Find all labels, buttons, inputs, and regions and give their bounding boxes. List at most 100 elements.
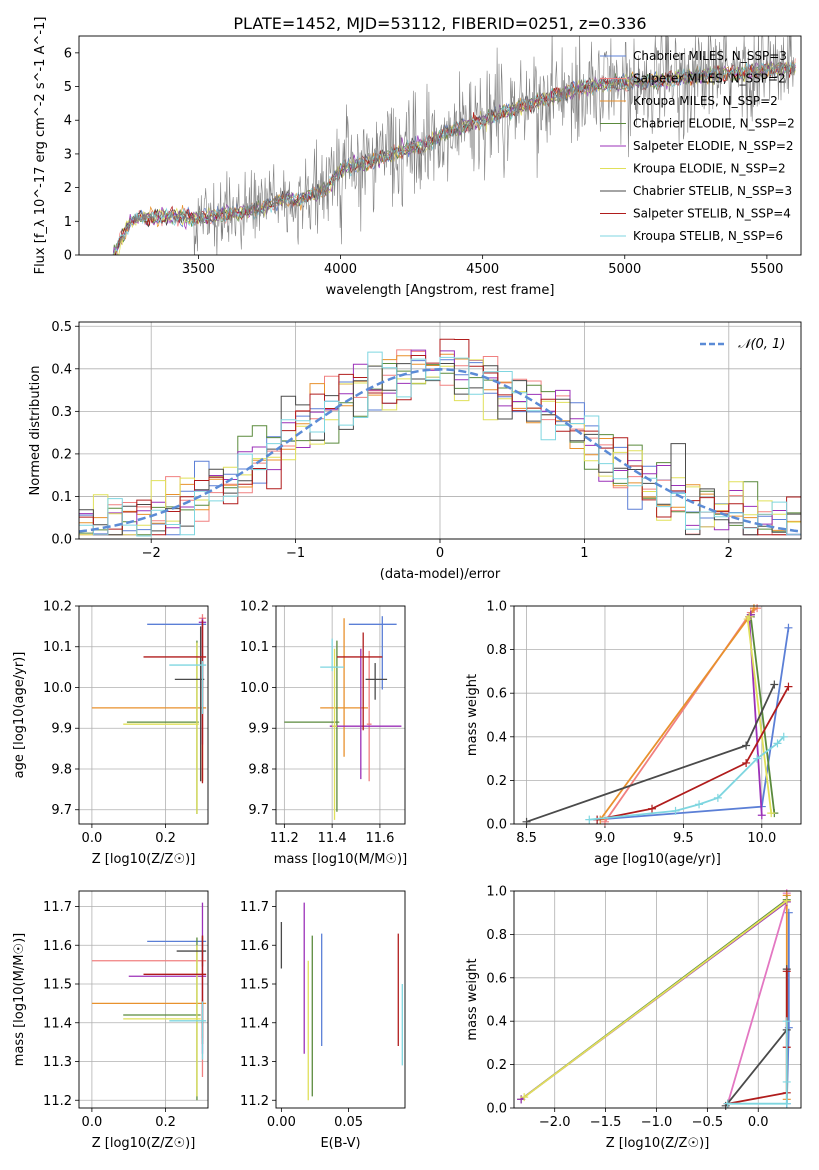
x-tick-label: −0.5 (692, 1115, 724, 1130)
y-tick-label: 9.9 (51, 722, 72, 737)
mass-weight-line (596, 686, 790, 821)
y-tick-label: 0.0 (51, 533, 72, 548)
x-tick-label: 0 (436, 546, 444, 561)
x-tick-label: 0.0 (82, 1115, 103, 1130)
x-tick-label: 8.5 (516, 831, 537, 846)
y-tick-label: 0.4 (486, 730, 507, 745)
panel-residuals: −2 −1 0 1 2 0.0 0.1 0.2 0.3 0.4 0.5 (data-model)/er… (28, 320, 802, 582)
mass-weight-point (757, 811, 766, 820)
x-axis-label: E(B-V) (320, 1136, 360, 1151)
y-tick-label: 0.6 (486, 971, 507, 986)
mass-weight-point (522, 817, 531, 826)
x-tick-label: 11.2 (270, 831, 299, 846)
mass-weight-point (742, 741, 751, 750)
x-tick-label: 10.0 (747, 831, 776, 846)
mass-weight-point (784, 682, 793, 691)
x-axis-label: Z [log10(Z/Z☉)] (92, 1136, 196, 1151)
y-axis-label: Flux [f_λ 10^-17 erg cm^-2 s^-1 A^-1] (33, 17, 48, 275)
y-tick-label: 9.7 (51, 803, 72, 818)
y-tick-label: 0.4 (51, 362, 72, 377)
y-tick-label: 11.4 (240, 1016, 269, 1031)
x-axis-label: Z [log10(Z/Z☉)] (92, 852, 196, 867)
mass-weight-point (779, 732, 788, 741)
y-tick-label: 2 (64, 181, 72, 196)
y-axis-label: mass [log10(M/M☉)] (12, 933, 27, 1066)
y-tick-label: 0.2 (51, 447, 72, 462)
gaussian-reference-line (79, 368, 801, 533)
y-tick-label: 3 (64, 147, 72, 162)
y-tick-label: 11.3 (240, 1055, 269, 1070)
x-tick-label: −1.0 (641, 1115, 673, 1130)
mass-weight-line (604, 607, 758, 823)
mass-weight-point (585, 815, 594, 824)
mass-weight-line (749, 614, 776, 814)
mass-weight-point (648, 804, 657, 813)
x-tick-label: 5000 (608, 262, 641, 277)
mass-weight-point (695, 800, 704, 809)
panel-age_vs_mass: 11.2 11.4 11.6 9.7 9.8 9.9 10.0 10.1 10.2 mass [l… (240, 600, 407, 868)
legend-label: Chabrier STELIB, N_SSP=3 (633, 184, 792, 198)
x-tick-label: 0.05 (334, 1115, 363, 1130)
axes-frame (78, 890, 209, 1109)
panel-mass_vs_ebv: 0.00 0.05 11.2 11.3 11.4 11.5 11.6 11.7 E(B-V) (240, 890, 406, 1151)
x-tick-label: −2.0 (539, 1115, 571, 1130)
mass-weight-point (782, 967, 791, 976)
legend-label: Chabrier ELODIE, N_SSP=2 (633, 117, 795, 131)
axes-frame (275, 890, 406, 1109)
mass-weight-point (784, 623, 793, 632)
y-tick-label: 10.2 (240, 600, 269, 615)
legend-label: 𝒩(0, 1) (738, 337, 785, 352)
legend-label: Chabrier MILES, N_SSP=3 (633, 49, 787, 63)
mass-weight-point (671, 806, 680, 815)
mass-weight-point (713, 793, 722, 802)
mass-weight-point (749, 604, 758, 613)
mass-weight-line (727, 971, 788, 1105)
y-tick-label: 9.9 (248, 722, 269, 737)
x-tick-label: 4500 (466, 262, 499, 277)
y-tick-label: 10.1 (240, 640, 269, 655)
observed-spectrum-line (113, 36, 795, 255)
y-tick-label: 10.0 (240, 681, 269, 696)
spectrum-legend: Chabrier MILES, N_SSP=3 Salpeter MILES, N… (600, 49, 795, 243)
x-tick-label: −1 (286, 546, 305, 561)
x-axis-label: mass [log10(M/M☉)] (274, 852, 407, 867)
model-spectrum-line (112, 62, 796, 255)
panel-spectrum: 3500 4000 4500 5000 5500 0 1 2 3 4 5 6 wavelength [A… (33, 17, 802, 298)
y-tick-label: 10.0 (43, 681, 72, 696)
y-tick-label: 0.2 (486, 1058, 507, 1073)
x-tick-label: 5500 (750, 262, 783, 277)
x-tick-label: 0.2 (155, 831, 176, 846)
mass-weight-point (782, 896, 791, 905)
x-tick-label: 11.6 (365, 831, 394, 846)
x-tick-label: 0.2 (155, 1115, 176, 1130)
mass-weight-point (753, 754, 762, 763)
axes-frame (275, 605, 406, 825)
mass-weight-point (745, 612, 754, 621)
y-axis-label: mass weight (465, 958, 480, 1040)
y-tick-label: 0.1 (51, 490, 72, 505)
x-axis-label: age [log10(age/yr)] (594, 852, 721, 867)
mass-weight-point (723, 1099, 732, 1108)
y-tick-label: 0.0 (486, 1102, 507, 1117)
x-tick-label: 3500 (182, 262, 215, 277)
x-axis-label: wavelength [Angstrom, rest frame] (326, 283, 555, 298)
y-tick-label: 11.5 (43, 978, 72, 993)
model-spectrum-line (112, 61, 796, 255)
y-tick-label: 11.3 (43, 1055, 72, 1070)
y-tick-label: 1.0 (486, 885, 507, 900)
legend-label: Kroupa STELIB, N_SSP=6 (633, 229, 783, 243)
y-tick-label: 11.7 (43, 900, 72, 915)
y-tick-label: 11.6 (43, 939, 72, 954)
x-tick-label: 0.0 (82, 831, 103, 846)
figure-title: PLATE=1452, MJD=53112, FIBERID=0251, z=0… (233, 14, 646, 33)
axes-frame (78, 321, 802, 540)
mass-weight-point (782, 1099, 791, 1108)
y-tick-label: 0 (64, 249, 72, 264)
y-tick-label: 0.8 (486, 928, 507, 943)
y-tick-label: 10.2 (43, 600, 72, 615)
axes-frame (78, 35, 802, 256)
y-tick-label: 0.2 (486, 774, 507, 789)
y-tick-label: 0.0 (486, 818, 507, 833)
y-tick-label: 1 (64, 215, 72, 230)
y-tick-label: 9.8 (248, 762, 269, 777)
